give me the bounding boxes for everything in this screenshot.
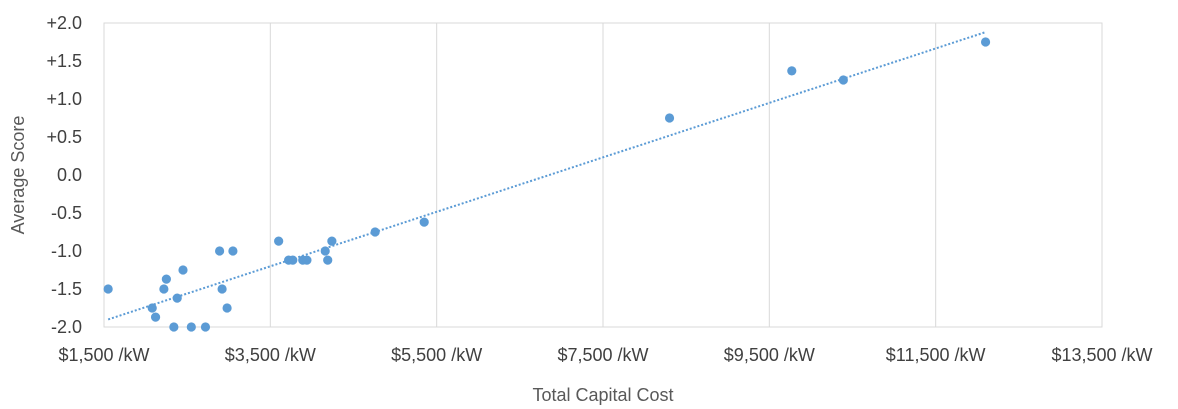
data-point bbox=[274, 236, 284, 246]
y-axis-title: Average Score bbox=[8, 116, 28, 235]
data-point bbox=[169, 322, 179, 332]
data-point bbox=[159, 284, 169, 294]
y-tick-label: -1.0 bbox=[51, 241, 82, 261]
data-point bbox=[419, 217, 429, 227]
data-point bbox=[320, 246, 330, 256]
y-tick-labels: +2.0 +1.5 +1.0 +0.5 0.0 -0.5 -1.0 -1.5 -2.0 bbox=[46, 13, 82, 337]
trendline bbox=[107, 31, 986, 321]
data-point bbox=[186, 322, 196, 332]
data-point bbox=[103, 284, 113, 294]
data-point bbox=[172, 293, 182, 303]
y-tick-label: +2.0 bbox=[46, 13, 82, 33]
y-tick-label: -2.0 bbox=[51, 317, 82, 337]
y-tick-label: +1.0 bbox=[46, 89, 82, 109]
y-tick-label: +0.5 bbox=[46, 127, 82, 147]
x-tick-label: $7,500 /kW bbox=[557, 345, 648, 365]
data-point bbox=[215, 246, 225, 256]
y-tick-label: 0.0 bbox=[57, 165, 82, 185]
data-point bbox=[200, 322, 211, 332]
data-point bbox=[178, 265, 188, 275]
data-point bbox=[327, 236, 337, 246]
data-point bbox=[147, 303, 157, 313]
x-tick-label: $13,500 /kW bbox=[1051, 345, 1152, 365]
x-tick-label: $3,500 /kW bbox=[225, 345, 316, 365]
x-tick-label: $1,500 /kW bbox=[58, 345, 149, 365]
x-tick-label: $11,500 /kW bbox=[886, 345, 986, 365]
x-tick-label: $9,500 /kW bbox=[724, 345, 815, 365]
x-tick-label: $5,500 /kW bbox=[391, 345, 482, 365]
data-point bbox=[323, 255, 333, 265]
y-tick-label: +1.5 bbox=[46, 51, 82, 71]
trendline-group bbox=[107, 31, 986, 321]
y-tick-label: -1.5 bbox=[51, 279, 82, 299]
data-point bbox=[150, 312, 161, 322]
x-axis-title: Total Capital Cost bbox=[532, 385, 673, 405]
gridlines bbox=[269, 23, 937, 327]
data-point bbox=[228, 246, 238, 256]
plot-area-border bbox=[103, 22, 1103, 328]
x-tick-labels: $1,500 /kW $3,500 /kW $5,500 /kW $7,500 /kW… bbox=[58, 345, 1152, 365]
data-point bbox=[370, 227, 380, 237]
data-point bbox=[161, 274, 171, 284]
data-point bbox=[838, 75, 848, 85]
data-point bbox=[664, 113, 675, 123]
data-point bbox=[980, 37, 991, 47]
data-point bbox=[302, 255, 312, 265]
data-point bbox=[787, 66, 797, 76]
data-point bbox=[288, 255, 298, 265]
data-point bbox=[217, 284, 227, 294]
y-tick-label: -0.5 bbox=[51, 203, 82, 223]
data-points bbox=[103, 37, 991, 332]
data-point bbox=[222, 303, 232, 313]
